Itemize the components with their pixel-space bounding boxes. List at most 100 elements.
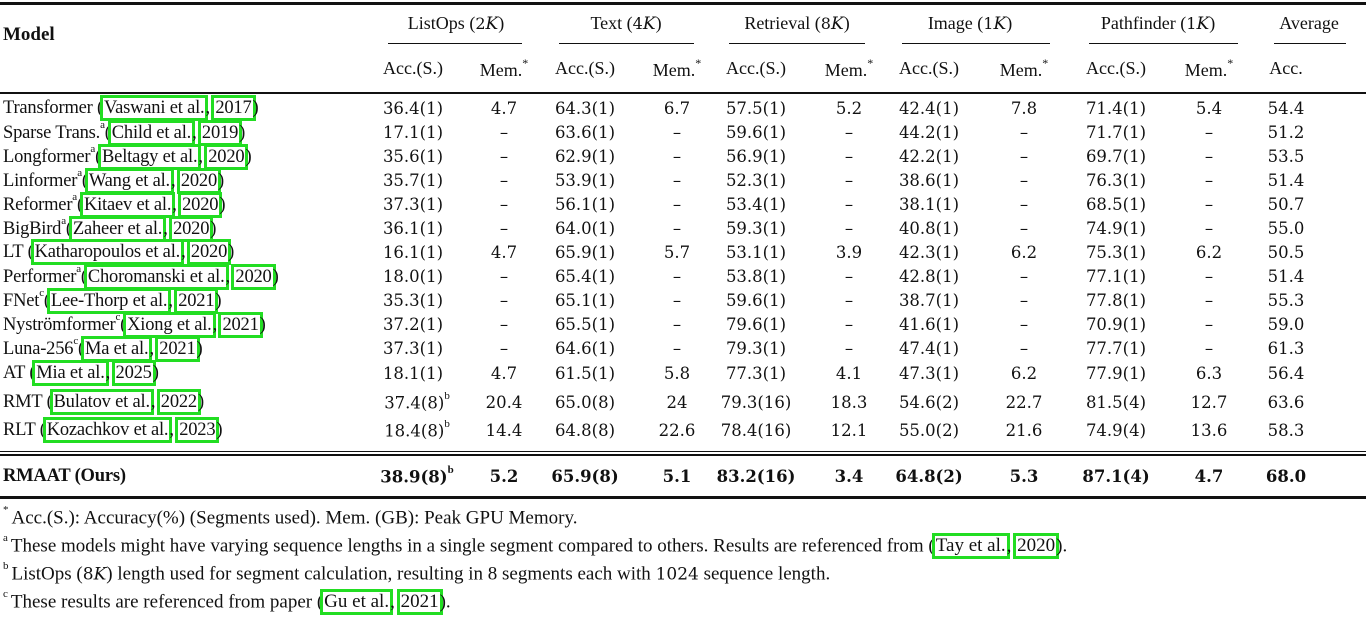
citation-link[interactable]: Lee-Thorp et al. bbox=[46, 288, 172, 315]
citation-link[interactable]: Bulatov et al. bbox=[49, 389, 154, 415]
citation-link[interactable]: Wang et al. bbox=[84, 168, 174, 195]
cell-pathfinder-mem: 5.4 bbox=[1196, 99, 1222, 118]
citation-link[interactable]: Ma et al. bbox=[80, 336, 153, 363]
citation-year-link[interactable]: 2021 bbox=[218, 312, 263, 339]
cell-pathfinder-acc: 77.7(1) bbox=[1086, 339, 1146, 358]
citation-year-link[interactable]: 2020 bbox=[176, 168, 222, 195]
cell-average-acc: 54.4 bbox=[1268, 99, 1305, 118]
cell-value: 24 bbox=[666, 393, 688, 412]
cell-value: – bbox=[672, 171, 682, 190]
cell-average-acc: 55.3 bbox=[1268, 291, 1305, 310]
cell-text-acc: 63.6(1) bbox=[555, 123, 615, 142]
cell-text-mem: – bbox=[673, 147, 681, 166]
mem-label: Mem. bbox=[999, 60, 1043, 80]
citation-year-link[interactable]: 2022 bbox=[156, 389, 201, 415]
cell-listops-mem: – bbox=[500, 339, 508, 358]
cell-value: 18.0(1) bbox=[382, 267, 444, 286]
citation-link[interactable]: Kozachkov et al. bbox=[42, 417, 173, 443]
citation-link[interactable]: Katharopoulos et al. bbox=[30, 239, 185, 265]
cell-value: 18.1(1) bbox=[382, 364, 444, 383]
cell-listops-acc: 37.3(1) bbox=[383, 195, 443, 214]
citation-link[interactable]: Xiong et al. bbox=[123, 312, 216, 339]
cell-retrieval-acc: 78.4(16) bbox=[721, 421, 792, 440]
cell-value: 53.5 bbox=[1267, 147, 1305, 166]
cell-value: 35.6(1) bbox=[382, 147, 444, 166]
cell-text-mem: – bbox=[673, 291, 681, 310]
model-name: LT (Katharopoulos et al., 2020) bbox=[3, 239, 235, 265]
group-len-unit: K bbox=[993, 14, 1007, 34]
citation-year-link[interactable]: 2020 bbox=[204, 144, 249, 171]
citation-link[interactable]: Mia et al. bbox=[32, 360, 109, 386]
math-unit: K bbox=[93, 564, 107, 585]
citation-link[interactable]: Tay et al. bbox=[931, 533, 1010, 560]
cell-value: 38.1(1) bbox=[898, 195, 960, 214]
group-name: Pathfinder bbox=[1100, 13, 1176, 33]
model-name: Longformera(Beltagy et al., 2020) bbox=[3, 143, 252, 171]
citation-year-link[interactable]: 2019 bbox=[197, 120, 243, 147]
mem-label: Mem. bbox=[1184, 60, 1228, 80]
model-label: Transformer bbox=[3, 98, 93, 118]
citation-year-link[interactable]: 2021 bbox=[155, 336, 200, 363]
cell-pathfinder-mem: – bbox=[1205, 147, 1213, 166]
citation-year-link[interactable]: 2020 bbox=[1013, 533, 1060, 560]
cell-value: – bbox=[1019, 339, 1029, 358]
citation-link[interactable]: Zaheer et al. bbox=[68, 216, 167, 243]
citation-link[interactable]: Child et al. bbox=[107, 120, 196, 147]
citation-year-link[interactable]: 2023 bbox=[175, 417, 220, 443]
cell-value: – bbox=[499, 123, 509, 142]
cell-pathfinder-acc: 81.5(4) bbox=[1086, 393, 1146, 412]
model-label: Reformer bbox=[3, 195, 73, 216]
table-row: Transformer (Vaswani et al., 2017) 36.4(1… bbox=[0, 95, 1370, 122]
citation-year-link[interactable]: 2020 bbox=[178, 192, 223, 219]
cell-value: – bbox=[1019, 291, 1029, 310]
cell-retrieval-mem: – bbox=[845, 147, 853, 166]
cell-value: – bbox=[844, 123, 854, 142]
cell-retrieval-acc: 83.2(16) bbox=[717, 467, 796, 486]
cell-value: – bbox=[499, 291, 509, 310]
subheader-listops-mem: Mem.* bbox=[479, 56, 529, 81]
mem-label: Mem. bbox=[479, 60, 523, 80]
cell-image-mem: – bbox=[1020, 123, 1028, 142]
cell-value: 5.1 bbox=[662, 467, 692, 486]
cell-pathfinder-mem: 6.3 bbox=[1196, 364, 1222, 383]
citation-year-link[interactable]: 2025 bbox=[111, 360, 156, 386]
citation-link[interactable]: Kitaev et al. bbox=[79, 192, 176, 219]
cell-value: 38.6(1) bbox=[898, 171, 960, 190]
model-label: FNet bbox=[3, 291, 40, 312]
footnote-text: ListOps ( bbox=[11, 563, 83, 585]
cell-average-acc: 51.2 bbox=[1268, 123, 1305, 142]
footnote-star: * Acc.(S.): Accuracy(%) (Segments used). … bbox=[3, 504, 578, 529]
cell-text-acc: 65.9(1) bbox=[555, 243, 615, 262]
cell-value: – bbox=[844, 339, 854, 358]
model-label: LT bbox=[3, 242, 24, 262]
citation-year-link[interactable]: 2020 bbox=[186, 239, 232, 265]
cell-image-mem: 22.7 bbox=[1006, 393, 1043, 412]
cell-value: 13.6 bbox=[1190, 421, 1228, 440]
cell-listops-mem: – bbox=[500, 195, 508, 214]
citation-year-link[interactable]: 2020 bbox=[169, 216, 214, 243]
cell-value: 70.9(1) bbox=[1085, 315, 1147, 334]
citation-year-link[interactable]: 2021 bbox=[174, 288, 219, 315]
cell-text-acc: 53.9(1) bbox=[555, 171, 615, 190]
citation-link[interactable]: Choromanski et al. bbox=[83, 264, 229, 291]
citation-link[interactable]: Vaswani et al. bbox=[99, 95, 209, 121]
citation-link[interactable]: Beltagy et al. bbox=[98, 144, 202, 171]
cell-text-mem: – bbox=[673, 315, 681, 334]
citation-year-link[interactable]: 2021 bbox=[396, 589, 443, 616]
cell-value: 35.7(1) bbox=[382, 171, 444, 190]
cell-value: – bbox=[1019, 171, 1029, 190]
group-len: 1 bbox=[983, 14, 994, 33]
cell-retrieval-mem: 12.1 bbox=[831, 421, 868, 440]
citation-link[interactable]: Gu et al. bbox=[320, 589, 394, 616]
cell-listops-acc: 18.0(1) bbox=[383, 267, 443, 286]
cell-value: 53.9(1) bbox=[554, 171, 616, 190]
footnote-tail: ). bbox=[439, 591, 451, 613]
cell-text-acc: 65.5(1) bbox=[555, 315, 615, 334]
cell-value: 71.7(1) bbox=[1085, 123, 1147, 142]
cell-average-acc: 51.4 bbox=[1268, 171, 1305, 190]
citation-year-link[interactable]: 2020 bbox=[231, 264, 276, 291]
cell-image-mem: 21.6 bbox=[1006, 421, 1043, 440]
cell-listops-acc: 35.6(1) bbox=[383, 147, 443, 166]
citation-year-link[interactable]: 2017 bbox=[211, 95, 256, 121]
cell-retrieval-mem: 4.1 bbox=[836, 364, 862, 383]
